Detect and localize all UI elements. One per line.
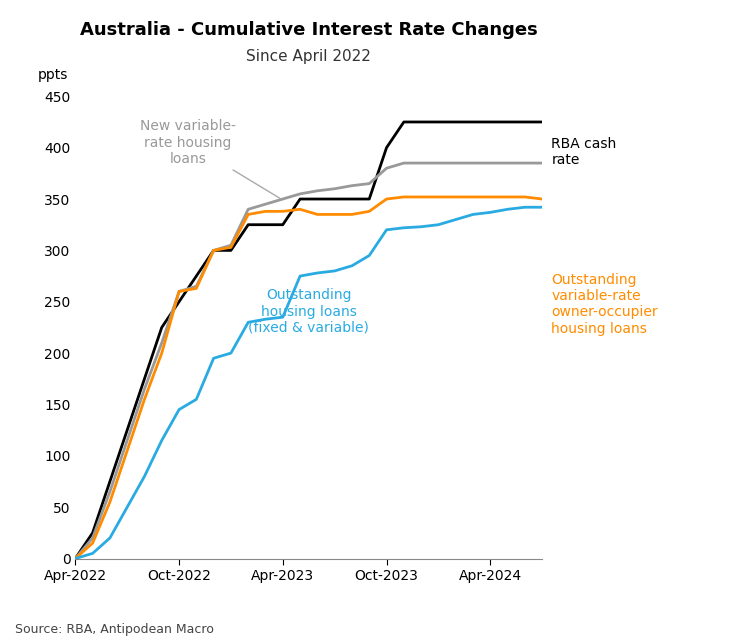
- Text: Australia - Cumulative Interest Rate Changes: Australia - Cumulative Interest Rate Cha…: [80, 21, 538, 39]
- Text: Outstanding
variable-rate
owner-occupier
housing loans: Outstanding variable-rate owner-occupier…: [551, 273, 658, 336]
- Text: Since April 2022: Since April 2022: [246, 49, 371, 64]
- Text: ppts: ppts: [38, 69, 69, 82]
- Text: New variable-
rate housing
loans: New variable- rate housing loans: [140, 119, 280, 198]
- Text: RBA cash
rate: RBA cash rate: [551, 137, 617, 167]
- Text: Source: RBA, Antipodean Macro: Source: RBA, Antipodean Macro: [15, 623, 214, 636]
- Text: Outstanding
housing loans
(fixed & variable): Outstanding housing loans (fixed & varia…: [248, 288, 369, 334]
